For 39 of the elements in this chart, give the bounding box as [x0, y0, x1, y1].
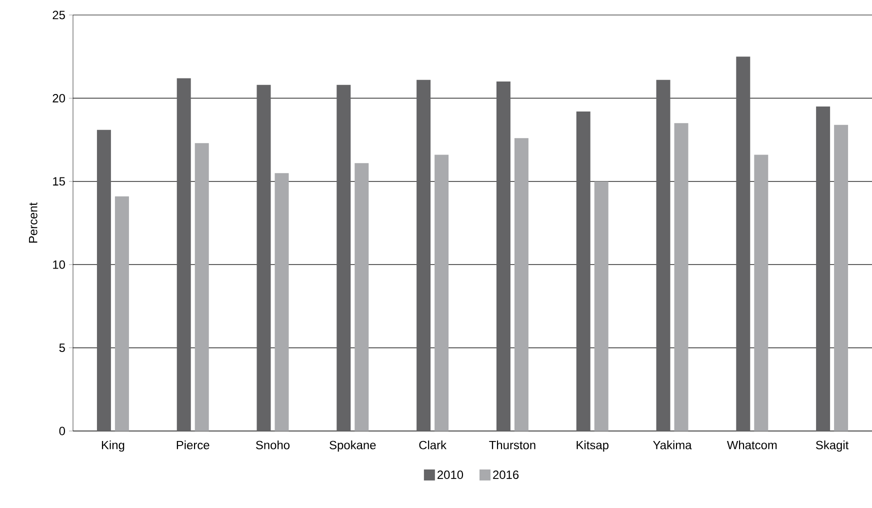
y-tick-label: 15: [53, 177, 65, 186]
x-tick-label: Skagit: [816, 440, 849, 452]
y-axis-title: Percent: [29, 202, 38, 243]
bar: [336, 84, 351, 431]
bar: [656, 80, 670, 431]
bar: [576, 112, 590, 431]
bar: [274, 173, 289, 431]
x-tick-label: Whatcom: [726, 440, 777, 450]
bar: [416, 80, 431, 431]
x-tick-label: Snoho: [256, 440, 290, 450]
y-tick-label: 5: [59, 344, 65, 352]
bar: [256, 84, 271, 431]
bar: [354, 163, 369, 431]
y-tick-label: 20: [52, 94, 66, 102]
y-tick-label: 0: [59, 426, 66, 436]
bar: [754, 154, 768, 431]
bar: [496, 82, 510, 431]
bar: [594, 181, 608, 431]
legend-label: 2010: [438, 470, 464, 480]
x-tick-label: Clark: [419, 440, 447, 450]
x-tick-label: Thurston: [489, 440, 536, 450]
x-tick-label: King: [102, 440, 124, 452]
x-tick-label: Yakima: [653, 440, 692, 450]
bar: [736, 56, 750, 431]
bar: [176, 78, 191, 431]
x-tick-label: Spokane: [330, 440, 376, 452]
x-tick-label: Pierce: [176, 440, 210, 450]
y-tick-label: 10: [53, 260, 66, 269]
y-tick-label: 25: [52, 10, 65, 20]
bar: [816, 106, 830, 431]
bar: [194, 143, 209, 431]
bar: [114, 196, 129, 431]
bar: [434, 154, 449, 431]
bar: [96, 130, 111, 431]
bar: [834, 124, 848, 431]
bar: [514, 138, 528, 431]
legend-label: 2016: [493, 470, 519, 480]
x-tick-label: Kitsap: [576, 440, 608, 452]
bar: [674, 123, 688, 431]
